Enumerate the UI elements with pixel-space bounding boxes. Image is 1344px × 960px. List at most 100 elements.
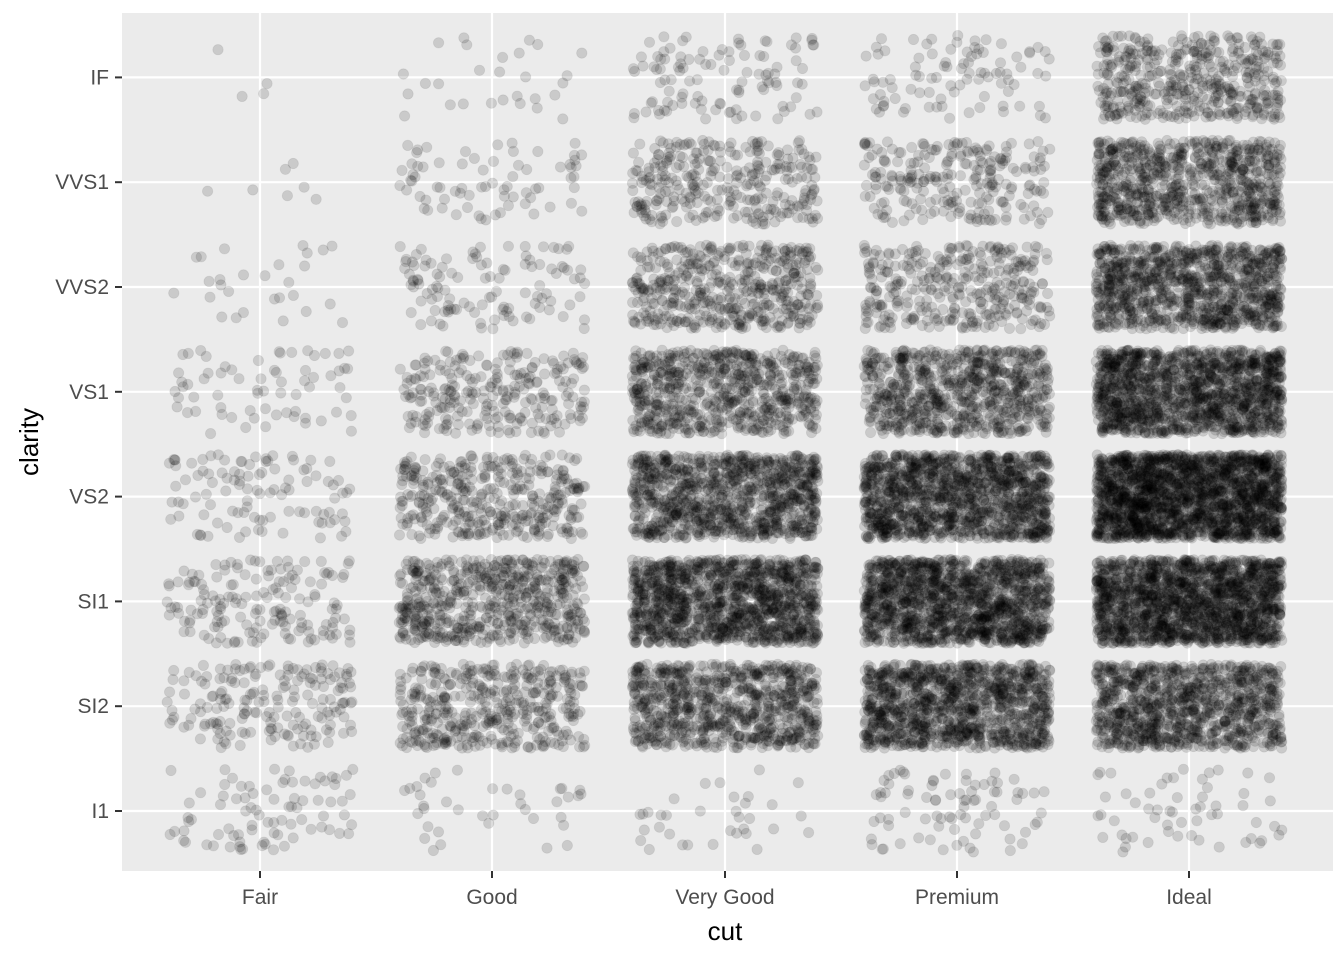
data-point [249,706,261,718]
data-point [654,666,667,679]
data-point [422,821,434,833]
data-point [241,483,253,495]
data-point [555,568,568,580]
data-point [699,777,711,790]
data-point [178,825,190,837]
data-point [223,823,235,835]
data-point [464,613,476,625]
data-point [268,293,281,305]
data-point [344,624,356,636]
data-point [634,720,646,732]
data-point [667,698,679,710]
data-point [165,764,177,777]
data-point [257,514,269,527]
data-point [256,839,268,852]
data-point [313,516,325,528]
data-point [558,472,570,485]
data-point [639,555,651,568]
data-point [432,37,445,49]
data-point [557,113,569,125]
data-point [218,736,230,748]
data-point [245,801,257,814]
data-point [429,767,441,779]
data-point [740,722,752,734]
data-point [226,364,238,376]
data-point [334,381,346,394]
data-point [810,593,822,605]
data-point [703,572,715,584]
data-point [529,93,541,105]
data-point [519,198,531,210]
data-point [306,673,319,685]
data-point [507,633,520,645]
data-point [286,776,299,788]
data-point [411,566,423,579]
data-point [285,582,298,594]
data-point [694,805,706,817]
data-point [517,499,529,512]
data-point [282,669,294,682]
grid-lines [122,13,1333,871]
data-point [551,367,563,379]
data-point [444,293,456,305]
data-point [398,110,411,122]
data-point [278,675,290,687]
data-point [315,673,327,685]
data-point [345,681,357,693]
data-point [216,685,228,698]
data-point [400,184,413,196]
data-point [260,710,273,723]
data-point [178,626,190,638]
data-point [513,380,526,393]
data-point [341,670,353,683]
data-point [279,773,291,786]
data-point [164,828,176,841]
data-point [189,703,201,715]
data-point [472,350,485,362]
data-point [250,804,262,816]
data-point [300,718,312,730]
data-point [409,359,421,371]
data-point [549,89,561,101]
data-point [251,590,263,602]
data-point [417,631,429,643]
data-point [252,354,264,367]
data-point [345,666,357,678]
data-point [269,614,281,626]
data-point [228,829,240,842]
data-point [245,660,257,673]
data-point [487,155,500,167]
data-point [415,389,427,401]
data-point [428,597,440,610]
data-point [336,697,348,709]
data-point [183,666,195,679]
data-point [507,575,520,587]
data-point [250,573,262,585]
data-point [423,574,435,587]
data-point [561,839,573,852]
data-point [310,731,322,743]
data-point [194,733,206,745]
data-point [201,597,213,609]
data-point [201,670,213,683]
data-point [677,736,689,748]
data-point [508,347,520,359]
data-point [182,347,194,359]
data-point [505,661,517,673]
data-point [178,675,190,687]
data-point [225,556,237,568]
data-point [429,304,441,317]
data-point [463,301,476,313]
data-point [229,677,241,689]
data-point [322,736,334,749]
data-point [575,264,587,276]
data-point [304,677,316,689]
data-point [283,765,295,777]
data-point [291,802,303,814]
data-point [521,570,533,583]
data-point [568,182,580,194]
plot-panel [122,13,1333,871]
data-point [426,293,438,305]
data-point [738,823,750,835]
data-point [662,581,675,593]
